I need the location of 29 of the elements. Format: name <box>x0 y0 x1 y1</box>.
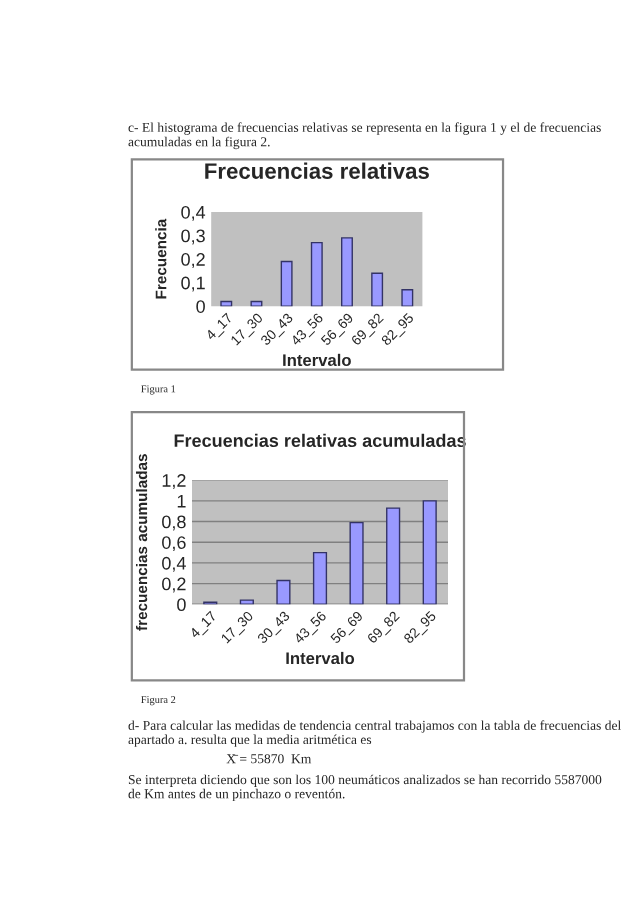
y-tick-label: 0,1 <box>181 276 205 292</box>
y-tick-label: 0 <box>177 598 186 612</box>
y-tick-label: 0,8 <box>162 515 186 531</box>
bar <box>276 579 291 605</box>
bar <box>371 272 384 307</box>
bar <box>310 241 323 307</box>
bar <box>239 599 254 605</box>
y-tick-label: 0,3 <box>181 229 205 245</box>
y-tick-label: 0,2 <box>181 253 205 268</box>
bar <box>386 507 401 605</box>
chart-title: Frecuencias relativas <box>205 162 429 179</box>
chart-title: Frecuencias relativas acumuladas <box>174 433 466 448</box>
y-tick-label: 0,6 <box>162 536 186 552</box>
bar <box>280 260 293 307</box>
bar <box>401 289 414 307</box>
y-tick-label: 0,4 <box>181 205 206 221</box>
bar <box>312 551 328 605</box>
bar <box>250 300 263 307</box>
y-tick-label: 0 <box>196 300 205 313</box>
bar <box>349 521 364 605</box>
bar <box>422 500 437 605</box>
bar <box>340 237 353 307</box>
y-tick-label: 1,2 <box>162 474 186 490</box>
y-tick-label: 0,2 <box>162 577 186 593</box>
x-axis-title: Intervalo <box>286 651 355 665</box>
y-tick-label: 1 <box>177 494 186 508</box>
y-tick-label: 0,4 <box>162 556 186 572</box>
x-axis-title: Intervalo <box>283 353 351 367</box>
bar <box>220 300 233 307</box>
